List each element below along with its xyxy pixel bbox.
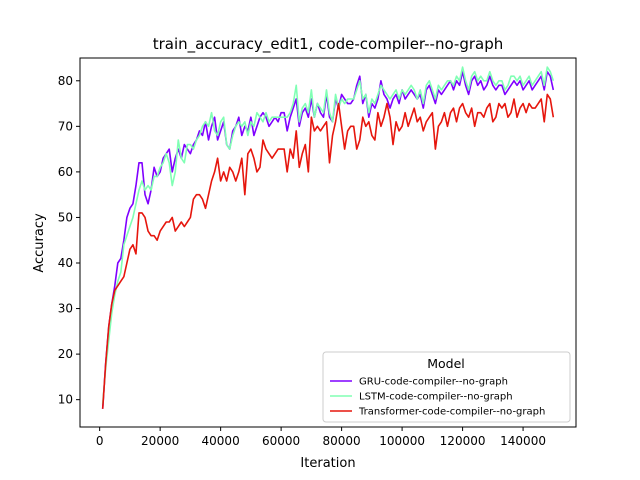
legend-label-2: Transformer-code-compiler--no-graph: [358, 407, 545, 418]
x-tick-label: 100000: [379, 434, 425, 448]
y-tick-label: 70: [58, 119, 73, 133]
legend-entries: GRU-code-compiler--no-graph LSTM-code-com…: [330, 377, 545, 418]
y-tick-label: 80: [58, 74, 73, 88]
legend-box: [322, 351, 571, 423]
y-axis: 10 20 30 40 50 60 70 80: [58, 74, 80, 407]
x-tick-label: 120000: [440, 434, 486, 448]
x-tick-label: 80000: [323, 434, 361, 448]
legend-label-1: LSTM-code-compiler--no-graph: [359, 392, 513, 403]
plot-frame: [79, 57, 577, 428]
legend: Model GRU-code-compiler--no-graph LSTM-co…: [322, 351, 571, 423]
x-tick-label: 140000: [500, 434, 546, 448]
y-tick-label: 60: [58, 165, 73, 179]
x-axis-label: Iteration: [300, 456, 355, 471]
x-tick-label: 60000: [262, 434, 300, 448]
y-tick-label: 30: [58, 302, 73, 316]
x-tick-label: 0: [96, 434, 104, 448]
y-tick-label: 10: [58, 393, 73, 407]
x-tick-label: 40000: [202, 434, 240, 448]
y-axis-label: Accuracy: [32, 213, 47, 273]
chart-title: train_accuracy_edit1, code-compiler--no-…: [153, 35, 504, 54]
legend-label-0: GRU-code-compiler--no-graph: [359, 377, 508, 388]
y-tick-label: 20: [58, 347, 73, 361]
series-line-1: [101, 66, 555, 405]
series-line-2: [101, 93, 555, 409]
series-layer: [101, 66, 555, 409]
legend-title: Model: [427, 356, 465, 371]
x-axis: 0 20000 40000 60000 80000 100000 120000 140000: [96, 427, 546, 448]
y-tick-label: 50: [58, 210, 73, 224]
y-tick-label: 40: [58, 256, 73, 270]
x-tick-label: 20000: [141, 434, 179, 448]
